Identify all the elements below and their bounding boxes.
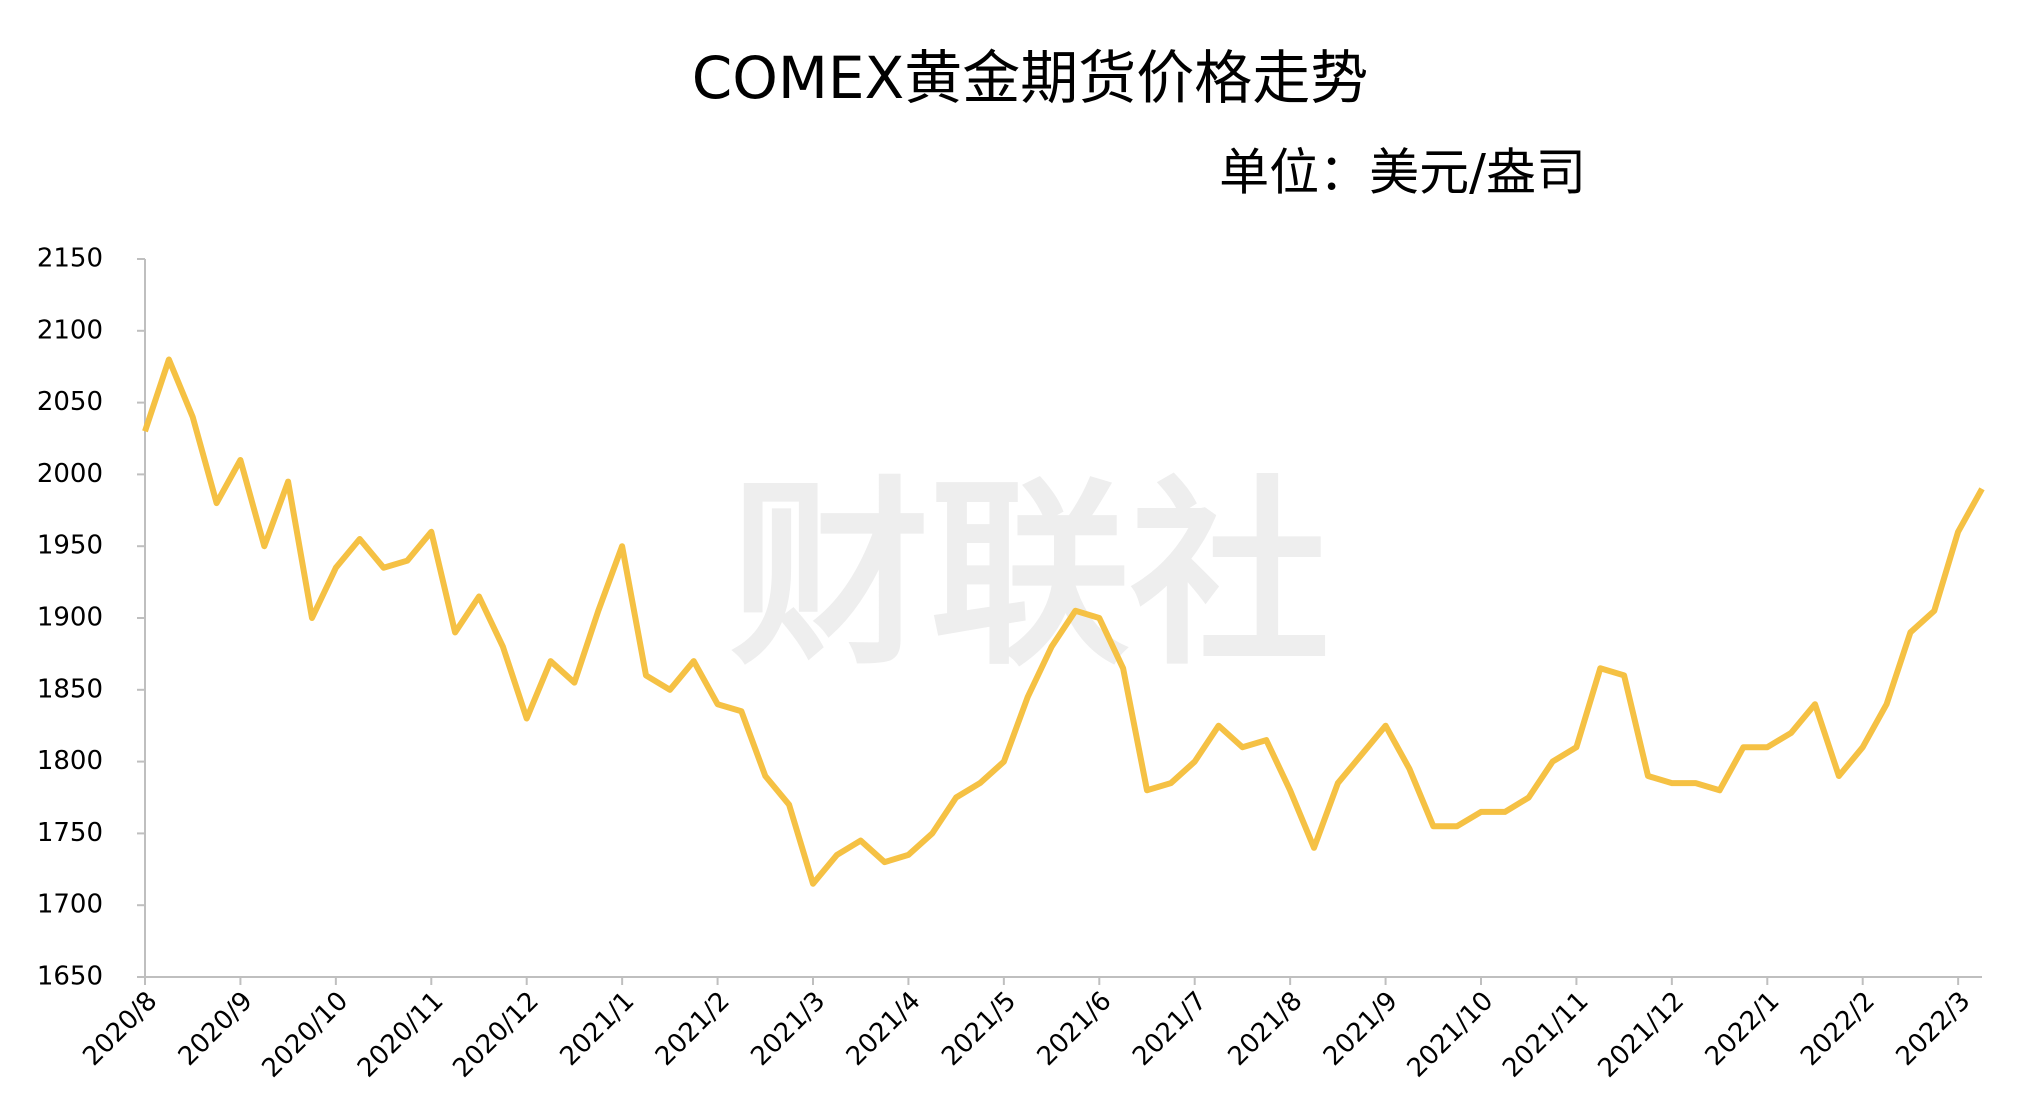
y-tick-label: 2100	[37, 315, 103, 345]
x-tick-label: 2021/4	[841, 986, 927, 1072]
x-tick-label: 2021/10	[1402, 986, 1500, 1084]
y-tick-label: 1900	[37, 603, 103, 633]
y-tick-label: 1800	[37, 746, 103, 776]
x-tick-label: 2021/6	[1032, 986, 1118, 1072]
x-tick-label: 2020/11	[352, 986, 450, 1084]
price-line	[142, 356, 1985, 887]
y-tick-label: 1950	[37, 531, 103, 561]
x-tick-label: 2020/12	[447, 986, 545, 1084]
x-tick-label: 2021/11	[1497, 986, 1595, 1084]
x-tick-label: 2021/7	[1127, 986, 1213, 1072]
y-tick-label: 1750	[37, 818, 103, 848]
x-tick-label: 2021/12	[1593, 986, 1691, 1084]
watermark: 财联社	[730, 460, 1330, 693]
y-tick-label: 2150	[37, 244, 103, 274]
x-tick-label: 2021/2	[650, 986, 736, 1072]
chart-title: COMEX黄金期货价格走势	[692, 44, 1369, 112]
x-tick-label: 2022/2	[1795, 986, 1881, 1072]
y-tick-label: 1850	[37, 674, 103, 704]
x-tick-label: 2021/1	[554, 986, 640, 1072]
x-tick-label: 2020/8	[77, 986, 163, 1072]
x-tick-label: 2021/5	[936, 986, 1022, 1072]
x-tick-label: 2020/10	[257, 986, 355, 1084]
y-tick-label: 1700	[37, 890, 103, 920]
x-tick-label: 2020/9	[173, 986, 259, 1072]
y-tick-label: 2050	[37, 387, 103, 417]
y-tick-label: 1650	[37, 962, 103, 992]
x-tick-label: 2021/8	[1222, 986, 1308, 1072]
x-tick-label: 2021/9	[1318, 986, 1404, 1072]
chart-subtitle: 单位：美元/盎司	[1219, 144, 1586, 202]
y-tick-label: 2000	[37, 459, 103, 489]
x-tick-label: 2022/3	[1890, 986, 1976, 1072]
x-tick-label: 2021/3	[745, 986, 831, 1072]
x-tick-label: 2022/1	[1700, 986, 1786, 1072]
